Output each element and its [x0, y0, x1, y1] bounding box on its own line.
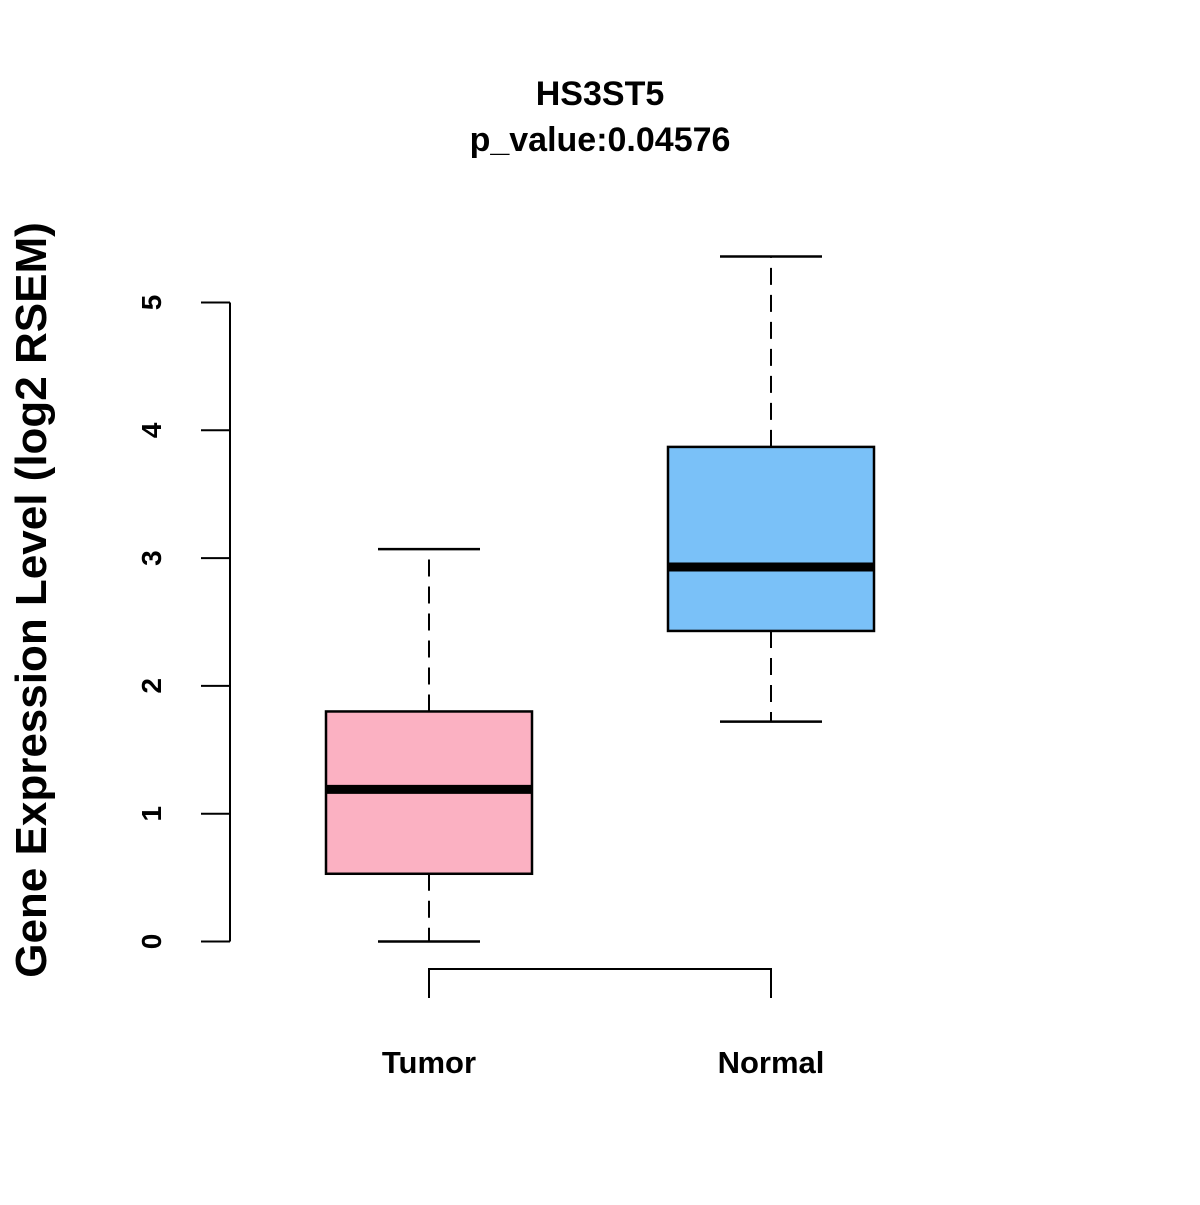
- y-tick-label: 5: [136, 295, 167, 311]
- box-series: [324, 255, 876, 943]
- y-axis-label: Gene Expression Level (log2 RSEM): [7, 222, 56, 978]
- y-tick-label: 0: [136, 934, 167, 950]
- category-label: Tumor: [382, 1045, 476, 1080]
- chart-subtitle: p_value:0.04576: [470, 121, 731, 159]
- category-label: Normal: [718, 1045, 825, 1080]
- y-tick-label: 3: [136, 550, 167, 566]
- box-normal: [666, 255, 876, 723]
- y-tick-label: 4: [136, 422, 167, 438]
- x-axis-categories: Tumor Normal: [382, 1045, 824, 1080]
- iqr-box: [666, 445, 876, 633]
- chart-title: HS3ST5: [536, 75, 665, 113]
- box-tumor: [324, 547, 534, 943]
- bracket-line: [428, 968, 772, 998]
- y-tick-label: 1: [136, 806, 167, 822]
- y-axis: 0 1 2 3 4 5: [136, 295, 231, 950]
- comparison-bracket: [428, 968, 772, 998]
- y-tick-label: 2: [136, 678, 167, 694]
